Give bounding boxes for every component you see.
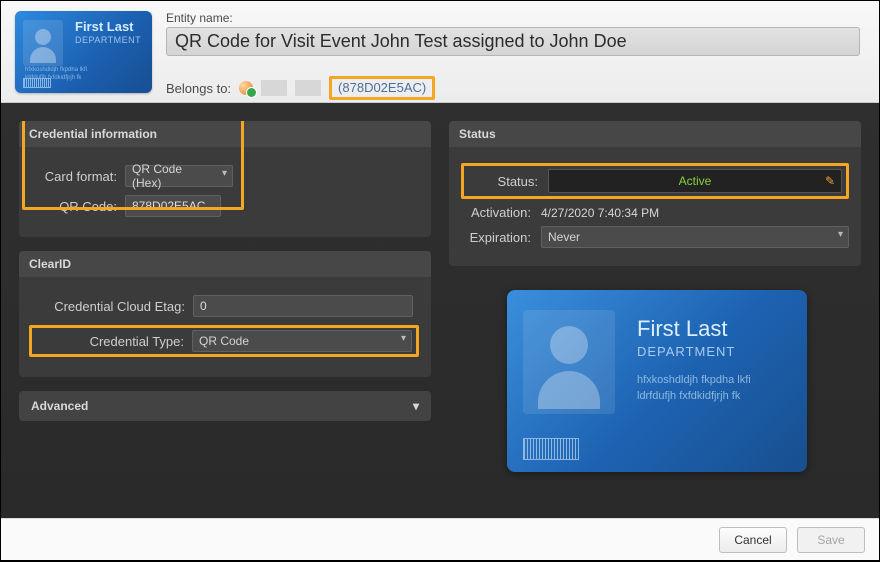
save-button[interactable]: Save bbox=[797, 527, 865, 553]
clearid-panel: ClearID Credential Cloud Etag: Credentia… bbox=[19, 251, 431, 377]
belongs-code[interactable]: (878D02E5AC) bbox=[329, 76, 435, 100]
advanced-section[interactable]: Advanced ▾ bbox=[19, 391, 431, 421]
status-label: Status: bbox=[468, 174, 538, 189]
belongs-redacted-1 bbox=[261, 80, 287, 96]
barcode-icon bbox=[23, 78, 51, 88]
content-area: Credential information Card format: QR C… bbox=[1, 103, 879, 518]
entity-name-label: Entity name: bbox=[166, 11, 865, 25]
status-field[interactable]: Active ✎ bbox=[548, 169, 842, 193]
visitor-icon bbox=[239, 81, 253, 95]
expiration-select[interactable]: Never bbox=[541, 226, 849, 248]
card-line1: hfxkoshdldjh fkpdha lkfi bbox=[25, 67, 87, 73]
credential-card-preview: First Last DEPARTMENT hfxkoshdldjh fkpdh… bbox=[507, 290, 807, 472]
chevron-down-icon: ▾ bbox=[413, 399, 419, 413]
clearid-title: ClearID bbox=[29, 257, 71, 271]
cancel-button[interactable]: Cancel bbox=[719, 527, 787, 553]
activation-label: Activation: bbox=[461, 205, 531, 220]
card-dept: DEPARTMENT bbox=[75, 35, 141, 45]
qr-code-input[interactable] bbox=[125, 195, 221, 217]
credential-info-panel: Credential information Card format: QR C… bbox=[19, 121, 431, 237]
belongs-to-label: Belongs to: bbox=[166, 81, 231, 96]
preview-name: First Last bbox=[637, 316, 727, 342]
cred-type-select[interactable]: QR Code bbox=[192, 330, 412, 352]
card-name: First Last bbox=[75, 19, 134, 34]
avatar-icon bbox=[523, 310, 615, 414]
card-format-select[interactable]: QR Code (Hex) bbox=[125, 165, 233, 187]
advanced-title: Advanced bbox=[31, 399, 88, 413]
preview-dept: DEPARTMENT bbox=[637, 344, 735, 359]
status-panel: Status Status: Active ✎ Activation: 4/27… bbox=[449, 121, 861, 266]
status-title: Status bbox=[459, 127, 496, 141]
activation-value: 4/27/2020 7:40:34 PM bbox=[541, 206, 659, 220]
credential-info-title: Credential information bbox=[29, 127, 157, 141]
edit-icon[interactable]: ✎ bbox=[825, 174, 835, 188]
credential-card-thumb: First Last DEPARTMENT hfxkoshdldjh fkpdh… bbox=[15, 11, 152, 93]
avatar-icon bbox=[23, 20, 63, 66]
header-bar: First Last DEPARTMENT hfxkoshdldjh fkpdh… bbox=[1, 1, 879, 103]
cred-type-label: Credential Type: bbox=[32, 334, 184, 349]
dialog-window: First Last DEPARTMENT hfxkoshdldjh fkpdh… bbox=[1, 1, 879, 560]
card-format-label: Card format: bbox=[31, 169, 117, 184]
etag-input[interactable] bbox=[193, 295, 413, 317]
barcode-icon bbox=[523, 438, 579, 460]
entity-name-input[interactable] bbox=[166, 27, 860, 56]
preview-line2: ldrfdufjh fxfdkidfjrjh fk bbox=[637, 390, 740, 402]
expiration-label: Expiration: bbox=[461, 230, 531, 245]
qr-code-label: QR Code: bbox=[31, 199, 117, 214]
preview-line1: hfxkoshdldjh fkpdha lkfi bbox=[637, 374, 751, 386]
etag-label: Credential Cloud Etag: bbox=[31, 299, 185, 314]
belongs-redacted-2 bbox=[295, 80, 321, 96]
status-value: Active bbox=[679, 174, 712, 188]
footer-bar: Cancel Save bbox=[1, 518, 879, 560]
